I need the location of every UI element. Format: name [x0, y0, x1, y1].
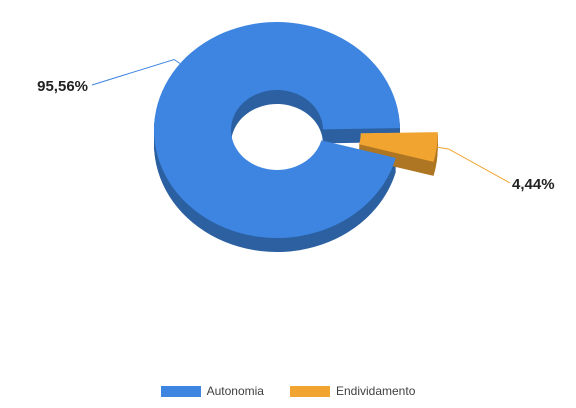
- slice-autonomia[interactable]: [153, 21, 400, 238]
- legend-item-endividamento[interactable]: Endividamento: [289, 384, 416, 398]
- leader-line-autonomia: [91, 58, 181, 86]
- legend-label-endividamento: Endividamento: [335, 384, 416, 398]
- legend-swatch-autonomia: [160, 385, 201, 397]
- data-label-endividamento: 4,44%: [512, 176, 555, 193]
- leader-line-endividamento: [436, 146, 511, 184]
- slices-top-layer: [153, 21, 438, 238]
- slice-endividamento[interactable]: [359, 132, 438, 162]
- legend: Autonomia Endividamento: [0, 384, 576, 398]
- leader-lines: [91, 58, 511, 184]
- legend-item-autonomia[interactable]: Autonomia: [160, 384, 264, 398]
- legend-label-autonomia: Autonomia: [206, 384, 264, 398]
- legend-swatch-endividamento: [289, 385, 330, 397]
- data-label-autonomia: 95,56%: [37, 78, 88, 95]
